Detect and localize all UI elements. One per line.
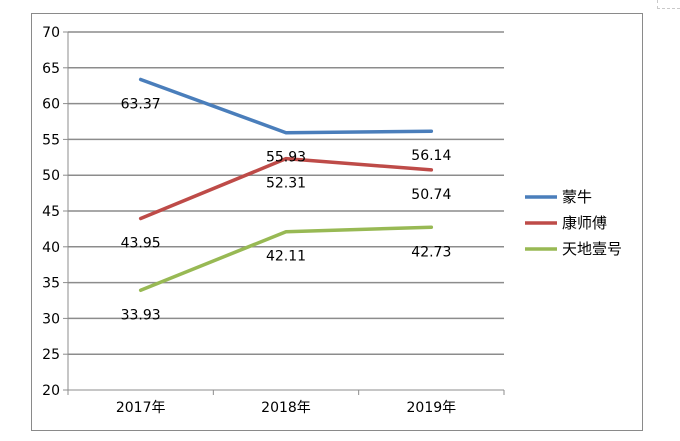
- y-tick-label: 65: [42, 61, 60, 77]
- page-corner-mark: [657, 0, 680, 9]
- data-label: 43.95: [121, 236, 161, 252]
- x-tick-label: 2017年: [116, 400, 166, 416]
- series-line-1: [138, 77, 434, 135]
- series-line-2: [138, 156, 434, 221]
- series-lines: [138, 77, 434, 293]
- data-label: 50.74: [411, 187, 451, 203]
- legend-label: 蒙牛: [562, 188, 592, 206]
- y-tick-label: 45: [42, 204, 60, 220]
- y-tick-label: 25: [42, 347, 60, 363]
- series-line-3: [138, 225, 434, 293]
- data-labels: 63.37 55.93 56.14 43.95 52.31 50.74 33.93 42.11…: [121, 96, 452, 323]
- x-tick-label: 2019年: [407, 400, 457, 416]
- data-label: 33.93: [121, 307, 161, 323]
- y-tick-labels: 20 25 30 35 40 45 50 55 60 65 70: [42, 25, 60, 399]
- data-label: 55.93: [266, 150, 306, 166]
- x-tick-label: 2018年: [261, 400, 311, 416]
- data-label: 42.11: [266, 249, 306, 265]
- y-tick-label: 35: [42, 276, 60, 292]
- y-tick-label: 60: [42, 97, 60, 113]
- data-label: 56.14: [411, 148, 451, 164]
- data-label: 52.31: [266, 176, 306, 192]
- x-tick-labels: 2017年 2018年 2019年: [116, 400, 456, 416]
- axes: [63, 31, 505, 395]
- legend-label: 天地壹号: [562, 240, 622, 258]
- y-tick-label: 55: [42, 132, 60, 148]
- y-tick-label: 40: [42, 240, 60, 256]
- legend-label: 康师傅: [562, 214, 607, 232]
- data-label: 63.37: [121, 96, 161, 112]
- y-tick-label: 50: [42, 168, 60, 184]
- y-tick-label: 30: [42, 311, 60, 327]
- y-tick-label: 70: [42, 25, 60, 41]
- y-tick-label: 20: [42, 383, 60, 399]
- data-label: 42.73: [411, 244, 451, 260]
- gridlines: [68, 31, 504, 355]
